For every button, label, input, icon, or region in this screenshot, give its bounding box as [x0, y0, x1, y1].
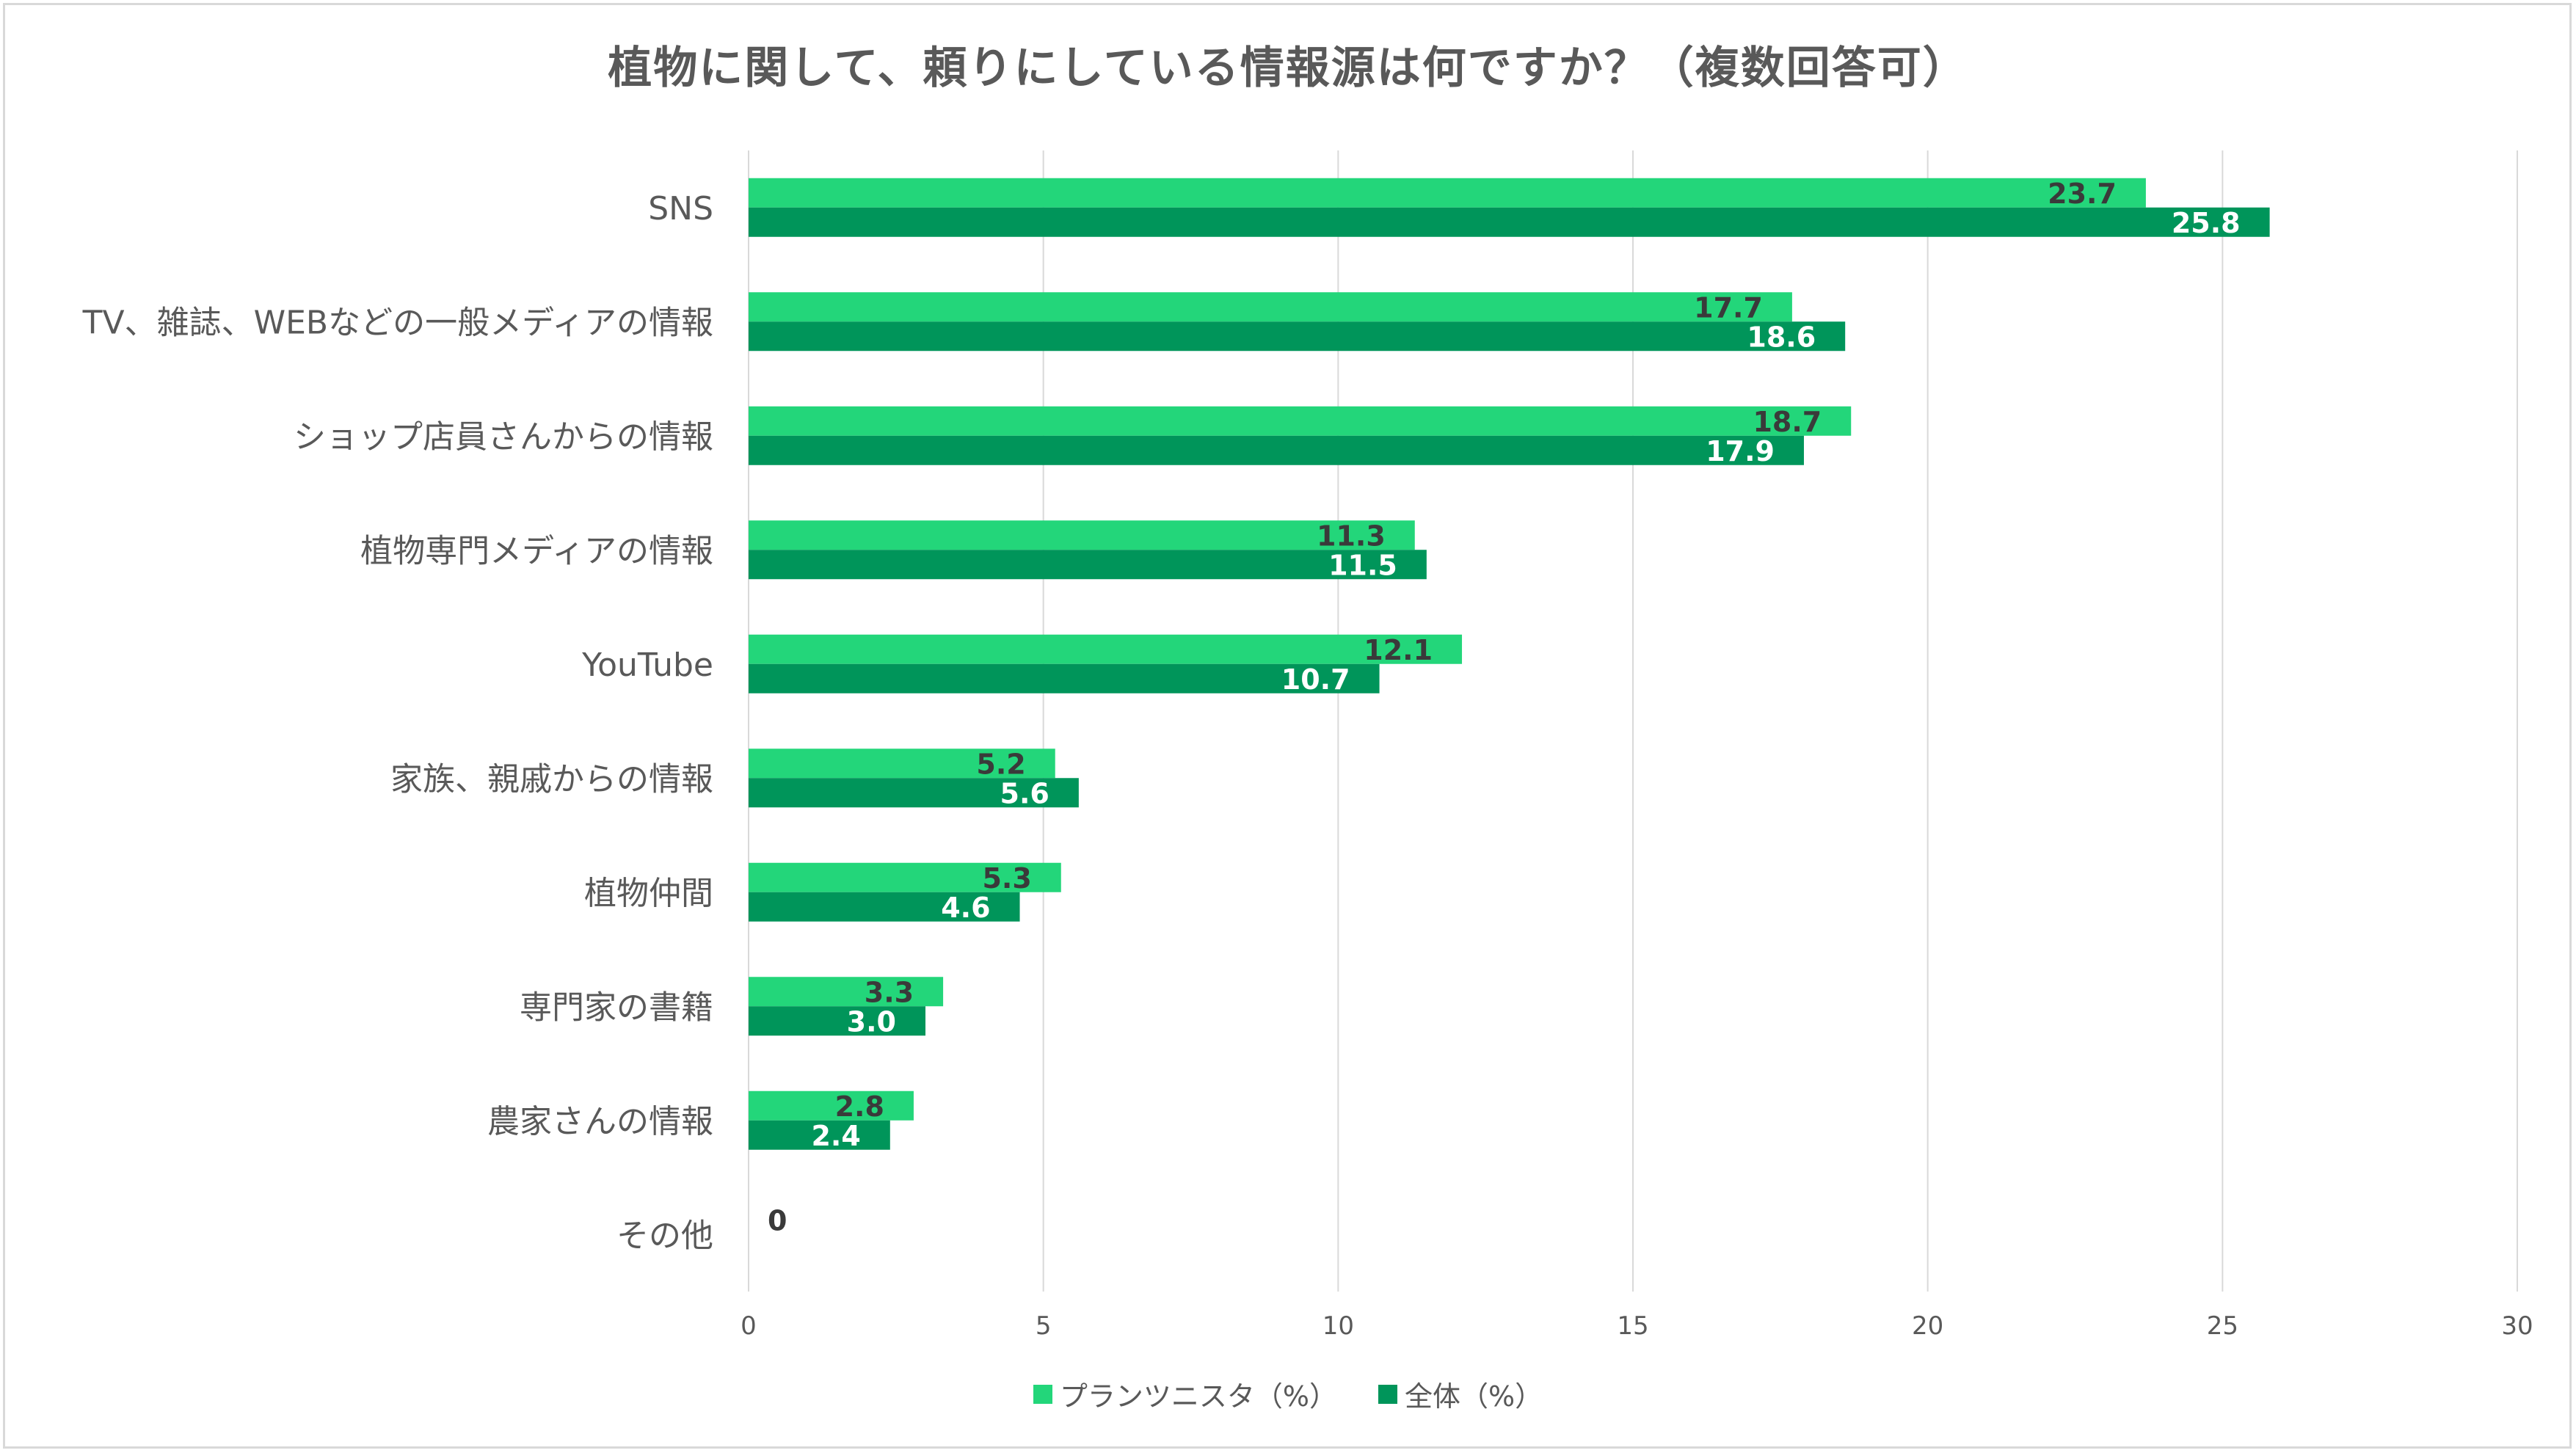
data-label-s1-0: 25.8 [2172, 207, 2241, 239]
bar-s1-1 [749, 321, 1846, 352]
category-label-6: 植物仲間 [584, 875, 713, 912]
bar-s0-2 [749, 406, 1852, 436]
data-label-s0-0: 23.7 [2048, 178, 2117, 210]
data-label-s1-8: 2.4 [811, 1120, 860, 1152]
category-label-7: 専門家の書籍 [520, 988, 713, 1026]
bar-s1-2 [749, 435, 1804, 465]
bar-s1-8 [749, 1120, 890, 1150]
bar-s1-5 [749, 778, 1079, 808]
bar-s0-7 [749, 977, 944, 1007]
category-label-2: ショップ店員さんからの情報 [294, 418, 713, 456]
x-tick-label-15: 15 [1617, 1311, 1648, 1341]
category-label-3: 植物専門メディアの情報 [360, 532, 713, 569]
data-label-s0-1: 17.7 [1694, 291, 1763, 324]
x-tick-label-20: 20 [1912, 1311, 1943, 1341]
legend-swatch-plantsnista [1033, 1384, 1052, 1404]
bar-s0-5 [749, 749, 1055, 779]
data-label-s1-4: 10.7 [1281, 663, 1350, 696]
data-label-s1-1: 18.6 [1747, 321, 1816, 353]
x-tick-label-5: 5 [1036, 1311, 1052, 1341]
bar-s0-4 [749, 634, 1463, 664]
data-label-s0-7: 3.3 [865, 976, 914, 1008]
data-label-s0-2: 18.7 [1753, 406, 1822, 438]
data-label-s0-4: 12.1 [1364, 634, 1433, 666]
chart-frame [3, 3, 2572, 1449]
x-tick-label-0: 0 [741, 1311, 757, 1341]
bar-s1-4 [749, 663, 1380, 693]
category-label-9: その他 [616, 1217, 713, 1254]
bar-s0-8 [749, 1090, 914, 1121]
category-label-8: 農家さんの情報 [487, 1103, 713, 1140]
legend-label-overall: 全体（%） [1405, 1380, 1543, 1413]
legend-item-plantsnista: プランツニスタ（%） [1033, 1374, 1337, 1414]
category-label-5: 家族、親戚からの情報 [390, 760, 713, 798]
category-label-0: SNS [648, 190, 713, 227]
category-label-4: YouTube [581, 647, 713, 684]
data-label-s0-6: 5.3 [982, 862, 1031, 895]
bar-s1-7 [749, 1006, 925, 1036]
x-tick-label-25: 25 [2207, 1311, 2238, 1341]
x-tick-label-30: 30 [2501, 1311, 2533, 1341]
legend-swatch-overall [1378, 1384, 1398, 1404]
data-label-s0-8: 2.8 [835, 1090, 884, 1123]
data-label-s0-3: 11.3 [1317, 520, 1386, 552]
bar-s1-3 [749, 550, 1427, 580]
chart-legend: プランツニスタ（%） 全体（%） [0, 1374, 2576, 1414]
bar-s0-6 [749, 862, 1061, 892]
data-label-s0-5: 5.2 [976, 748, 1025, 780]
legend-label-plantsnista: プランツニスタ（%） [1059, 1380, 1337, 1413]
data-label-s1-2: 17.9 [1706, 435, 1775, 467]
data-label-s1-7: 3.0 [847, 1005, 896, 1038]
data-label-s1-5: 5.6 [1000, 777, 1049, 809]
data-label-s1-6: 4.6 [941, 892, 990, 924]
category-label-1: TV、雑誌、WEBなどの一般メディアの情報 [82, 304, 713, 341]
chart-title: 植物に関して、頼りにしている情報源は何ですか？（複数回答可） [608, 43, 1968, 94]
legend-item-overall: 全体（%） [1378, 1374, 1543, 1414]
bar-s0-0 [749, 178, 2146, 208]
bar-s0-3 [749, 520, 1415, 550]
bar-s1-0 [749, 207, 2270, 237]
data-label-s1-3: 11.5 [1328, 549, 1397, 581]
x-tick-label-10: 10 [1322, 1311, 1354, 1341]
bar-s0-1 [749, 292, 1792, 322]
bar-s1-6 [749, 892, 1020, 922]
data-label-s0-9: 0 [768, 1204, 787, 1237]
